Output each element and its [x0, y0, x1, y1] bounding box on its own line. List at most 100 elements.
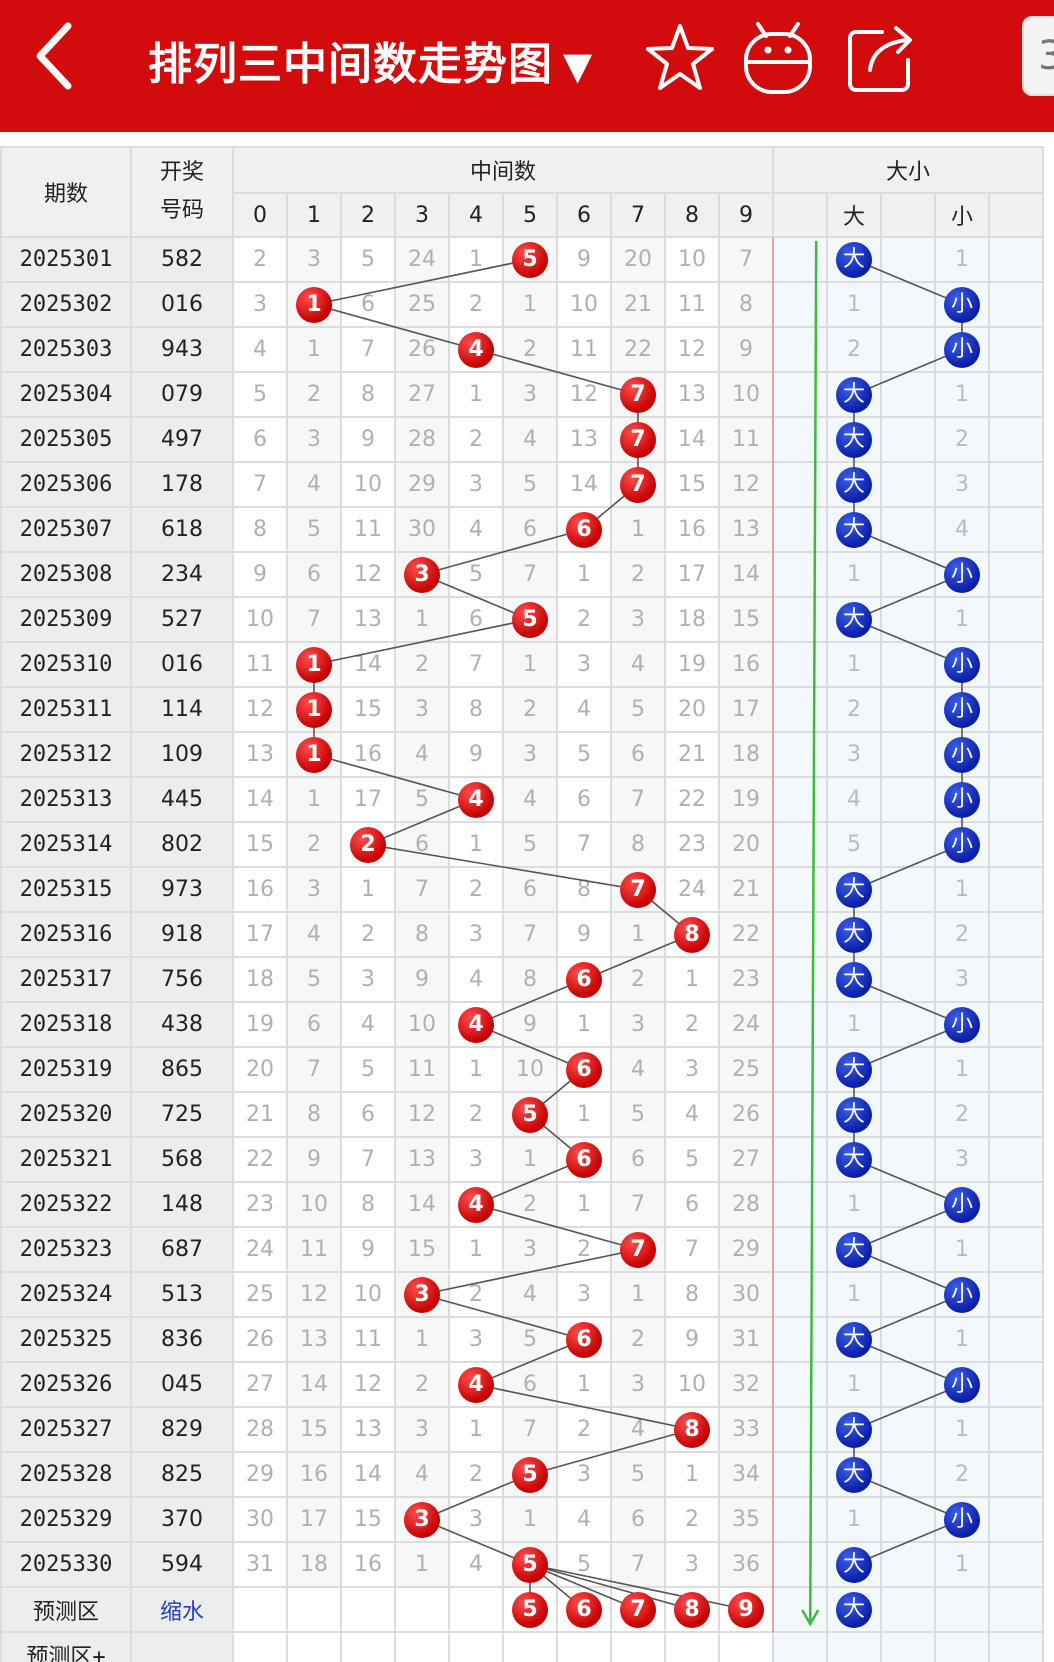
prediction-plus-cell[interactable]: [502, 1631, 558, 1662]
shrink-link[interactable]: 缩水: [130, 1586, 234, 1633]
prediction-plus-cell[interactable]: [934, 1631, 990, 1662]
period-cell: 2025318: [0, 1001, 132, 1048]
prediction-plus-action[interactable]: [130, 1631, 234, 1662]
middle-cell-4: 5: [448, 551, 504, 598]
prediction-plus-cell[interactable]: [340, 1631, 396, 1662]
middle-cell-2: 12: [340, 551, 396, 598]
middle-cell-9: 12: [718, 461, 774, 508]
middle-cell-8: 5: [664, 1136, 720, 1183]
prediction-plus-cell[interactable]: [394, 1631, 450, 1662]
prediction-cell-1[interactable]: [286, 1586, 342, 1633]
prediction-plus-cell[interactable]: [556, 1631, 612, 1662]
robot-icon[interactable]: [738, 18, 818, 98]
middle-cell-2: 9: [340, 416, 396, 463]
middle-cell-1: 2: [286, 371, 342, 418]
middle-cell-6: 13: [556, 416, 612, 463]
middle-cell-4: 4: [448, 956, 504, 1003]
middle-ball: 4: [458, 1006, 494, 1043]
prediction-plus-cell[interactable]: [232, 1631, 288, 1662]
prediction-cell-8[interactable]: 8: [664, 1586, 720, 1633]
prediction-cell-3[interactable]: [394, 1586, 450, 1633]
draw-number-cell: 829: [130, 1406, 234, 1453]
middle-ball: 8: [674, 1411, 710, 1448]
size-gap-cell: [988, 1451, 1044, 1498]
prediction-plus-cell[interactable]: [772, 1631, 828, 1662]
prediction-plus-cell[interactable]: [610, 1631, 666, 1662]
prediction-big-ball[interactable]: 大: [836, 1591, 872, 1628]
small-cell: 小: [934, 326, 990, 373]
prediction-cell-2[interactable]: [340, 1586, 396, 1633]
middle-cell-7: 7: [610, 1226, 666, 1273]
big-cell: 1: [826, 1271, 882, 1318]
middle-cell-0: 21: [232, 1091, 288, 1138]
size-gap-cell: [880, 1001, 936, 1048]
chevron-down-icon[interactable]: ▼: [563, 44, 594, 88]
prediction-ball[interactable]: 9: [728, 1591, 764, 1628]
middle-cell-6: 5: [556, 1541, 612, 1588]
prediction-cell-7[interactable]: 7: [610, 1586, 666, 1633]
prediction-ball[interactable]: 8: [674, 1591, 710, 1628]
table-row: 2025326 045 27 14 12 2 4 6 1 3 10 32 1 小: [0, 1361, 1044, 1408]
app-header: 排列三中间数走势图 ▼ 3: [0, 0, 1054, 132]
middle-cell-3: 15: [394, 1226, 450, 1273]
prediction-ball[interactable]: 5: [512, 1591, 548, 1628]
middle-cell-0: 10: [232, 596, 288, 643]
table-row: 2025302 016 3 1 6 25 2 1 10 21 11 8 1 小: [0, 281, 1044, 328]
big-ball: 大: [836, 1411, 872, 1448]
middle-cell-0: 9: [232, 551, 288, 598]
prediction-ball[interactable]: 7: [620, 1591, 656, 1628]
table-row: 2025307 618 8 5 11 30 4 6 6 1 16 13 大 4: [0, 506, 1044, 553]
page-title[interactable]: 排列三中间数走势图 ▼: [148, 28, 593, 92]
side-tab[interactable]: 3: [1022, 16, 1054, 96]
prediction-cell-9[interactable]: 9: [718, 1586, 774, 1633]
prediction-cell-4[interactable]: [448, 1586, 504, 1633]
size-gap-cell: [772, 866, 828, 913]
small-ball: 小: [944, 1276, 980, 1313]
prediction-cell-5[interactable]: 5: [502, 1586, 558, 1633]
prediction-plus-cell[interactable]: [664, 1631, 720, 1662]
middle-cell-5: 5: [502, 596, 558, 643]
middle-cell-5: 5: [502, 1091, 558, 1138]
middle-cell-0: 24: [232, 1226, 288, 1273]
prediction-small-cell[interactable]: [934, 1586, 990, 1633]
size-gap-cell: [988, 1541, 1044, 1588]
middle-cell-4: 1: [448, 236, 504, 283]
star-icon[interactable]: [640, 18, 720, 98]
prediction-plus-cell[interactable]: [988, 1631, 1044, 1662]
small-cell: 1: [934, 1046, 990, 1093]
prediction-plus-cell[interactable]: [880, 1631, 936, 1662]
big-cell: 大: [826, 1046, 882, 1093]
size-gap-cell: [880, 866, 936, 913]
middle-cell-3: 3: [394, 1406, 450, 1453]
prediction-plus-cell[interactable]: [826, 1631, 882, 1662]
middle-group-header: 中间数: [232, 146, 774, 194]
table-row: 2025320 725 21 8 6 12 2 5 1 5 4 26 大 2: [0, 1091, 1044, 1138]
prediction-big-cell[interactable]: 大: [826, 1586, 882, 1633]
prediction-plus-cell[interactable]: [448, 1631, 504, 1662]
prediction-plus-cell[interactable]: [286, 1631, 342, 1662]
prediction-cell-6[interactable]: 6: [556, 1586, 612, 1633]
middle-cell-1: 1: [286, 776, 342, 823]
middle-cell-5: 7: [502, 551, 558, 598]
prediction-cell-0[interactable]: [232, 1586, 288, 1633]
share-icon[interactable]: [842, 18, 922, 98]
middle-cell-0: 22: [232, 1136, 288, 1183]
middle-cell-3: 14: [394, 1181, 450, 1228]
big-ball: 大: [836, 916, 872, 953]
middle-cell-3: 3: [394, 1496, 450, 1543]
middle-ball: 6: [566, 1321, 602, 1358]
big-cell: 大: [826, 461, 882, 508]
big-cell: 大: [826, 956, 882, 1003]
size-gap-cell: [988, 326, 1044, 373]
big-cell: 1: [826, 281, 882, 328]
size-gap-cell: [772, 551, 828, 598]
back-arrow-icon[interactable]: [30, 20, 80, 92]
middle-cell-7: 1: [610, 1271, 666, 1318]
middle-cell-2: 8: [340, 371, 396, 418]
prediction-plus-cell[interactable]: [718, 1631, 774, 1662]
middle-ball: 1: [296, 286, 332, 323]
draw-number-cell: 802: [130, 821, 234, 868]
prediction-ball[interactable]: 6: [566, 1591, 602, 1628]
big-cell: 大: [826, 1136, 882, 1183]
middle-cell-1: 5: [286, 956, 342, 1003]
